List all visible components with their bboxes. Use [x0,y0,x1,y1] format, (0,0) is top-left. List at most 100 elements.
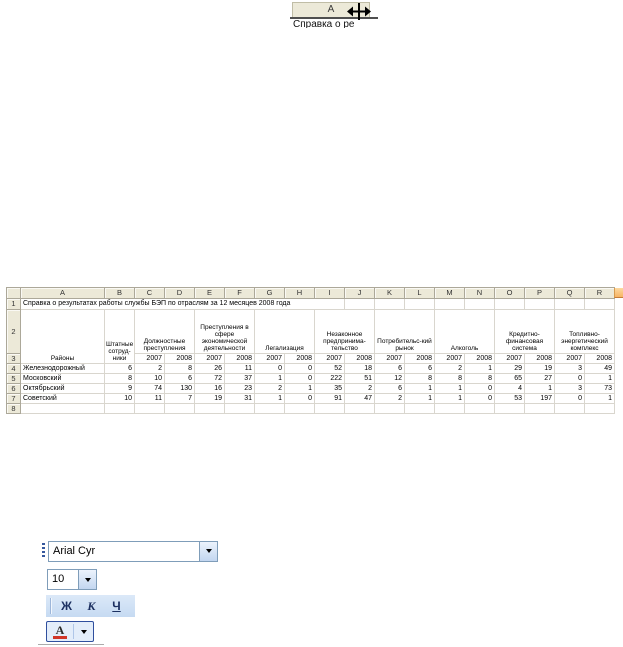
cell-value[interactable]: 10 [105,394,135,404]
row-header[interactable]: 5 [7,374,21,384]
cell-value[interactable]: 16 [195,384,225,394]
cell-group-header[interactable]: Кредитно-финансовая система [495,310,555,354]
cell-value[interactable]: 1 [465,364,495,374]
cell-year[interactable]: 2007 [135,354,165,364]
cell-value[interactable]: 3 [555,384,585,394]
column-header[interactable]: J [345,288,375,299]
cell-value[interactable]: 19 [525,364,555,374]
column-header[interactable]: D [165,288,195,299]
cell-value[interactable]: 12 [375,374,405,384]
column-header[interactable]: R [585,288,615,299]
cell-value[interactable]: 0 [555,374,585,384]
cell-value[interactable]: 1 [255,394,285,404]
cell[interactable] [255,404,285,414]
cell-value[interactable]: 29 [495,364,525,374]
cell-value[interactable]: 197 [525,394,555,404]
cell-value[interactable]: 6 [105,364,135,374]
cell[interactable] [525,404,555,414]
cell-value[interactable]: 31 [225,394,255,404]
cell-value[interactable]: 130 [165,384,195,394]
cell-year[interactable]: 2007 [495,354,525,364]
column-header[interactable]: M [435,288,465,299]
cell-value[interactable]: 51 [345,374,375,384]
cell-group-header[interactable]: Должностные преступления [135,310,195,354]
cell-value[interactable]: 0 [465,384,495,394]
cell-value[interactable]: 6 [165,374,195,384]
font-size-dropdown-button[interactable] [78,570,96,589]
column-header[interactable]: I [315,288,345,299]
cell[interactable] [495,299,525,310]
cell-value[interactable]: 2 [255,384,285,394]
cell[interactable] [435,299,465,310]
column-header[interactable]: L [405,288,435,299]
cell-value[interactable]: 10 [135,374,165,384]
font-name-dropdown-button[interactable] [199,541,217,561]
cell[interactable] [465,299,495,310]
column-header[interactable]: P [525,288,555,299]
cell-group-header[interactable]: Незаконное предпринима-тельство [315,310,375,354]
row-header[interactable]: 8 [7,404,21,414]
cell-group-header[interactable]: Потребительс-кий рынок [375,310,435,354]
cell-group-header[interactable]: Преступления в сфере экономической деяте… [195,310,255,354]
cell-year[interactable]: 2008 [345,354,375,364]
cell-value[interactable]: 74 [135,384,165,394]
cell-district[interactable]: Московский [21,374,105,384]
toolbar-drag-handle-icon[interactable] [42,543,45,559]
cell-value[interactable]: 3 [555,364,585,374]
column-header[interactable]: E [195,288,225,299]
column-header[interactable]: C [135,288,165,299]
column-header[interactable]: A [21,288,105,299]
font-color-icon[interactable]: A [47,622,73,641]
cell[interactable] [405,299,435,310]
cell-year[interactable]: 2008 [405,354,435,364]
cell-year[interactable]: 2008 [165,354,195,364]
select-all-corner[interactable] [7,288,21,299]
cell-value[interactable]: 9 [105,384,135,394]
cell[interactable] [345,299,375,310]
cell-year[interactable]: 2008 [285,354,315,364]
cell-value[interactable]: 27 [525,374,555,384]
cell[interactable] [195,404,225,414]
cell[interactable] [135,404,165,414]
cell-value[interactable]: 35 [315,384,345,394]
cell-value[interactable]: 6 [375,384,405,394]
row-header[interactable]: 6 [7,384,21,394]
cell-districts-header[interactable]: Районы [21,310,105,364]
cell-year[interactable]: 2008 [525,354,555,364]
cell-value[interactable]: 8 [165,364,195,374]
bold-button[interactable]: Ж [61,599,72,613]
cell-value[interactable]: 0 [255,364,285,374]
cell-value[interactable]: 0 [285,394,315,404]
cell[interactable] [315,404,345,414]
cell-group-header[interactable]: Топливно-энергетический комплекс [555,310,615,354]
font-color-button[interactable]: A [46,621,94,642]
cell-value[interactable]: 1 [435,384,465,394]
cell-year[interactable]: 2007 [315,354,345,364]
column-header[interactable]: O [495,288,525,299]
cell-value[interactable]: 91 [315,394,345,404]
cell-value[interactable]: 73 [585,384,615,394]
cell-group-header[interactable]: Легализация [255,310,315,354]
cell-value[interactable]: 53 [495,394,525,404]
column-header[interactable]: K [375,288,405,299]
cell[interactable] [585,404,615,414]
cell-year[interactable]: 2007 [555,354,585,364]
font-color-dropdown-button[interactable] [74,622,93,641]
cell-district[interactable]: Советский [21,394,105,404]
cell-value[interactable]: 1 [255,374,285,384]
cell[interactable] [285,404,315,414]
cell[interactable] [585,299,615,310]
row-header[interactable]: 4 [7,364,21,374]
cell-value[interactable]: 222 [315,374,345,384]
cell-value[interactable]: 7 [165,394,195,404]
cell-value[interactable]: 6 [375,364,405,374]
cell-value[interactable]: 0 [465,394,495,404]
column-header[interactable]: H [285,288,315,299]
cell-value[interactable]: 1 [405,384,435,394]
cell-value[interactable]: 49 [585,364,615,374]
cell-year[interactable]: 2007 [435,354,465,364]
next-column-header-highlight[interactable] [614,288,623,298]
cell[interactable] [495,404,525,414]
cell[interactable] [435,404,465,414]
font-name-value[interactable]: Arial Cyr [53,544,96,557]
